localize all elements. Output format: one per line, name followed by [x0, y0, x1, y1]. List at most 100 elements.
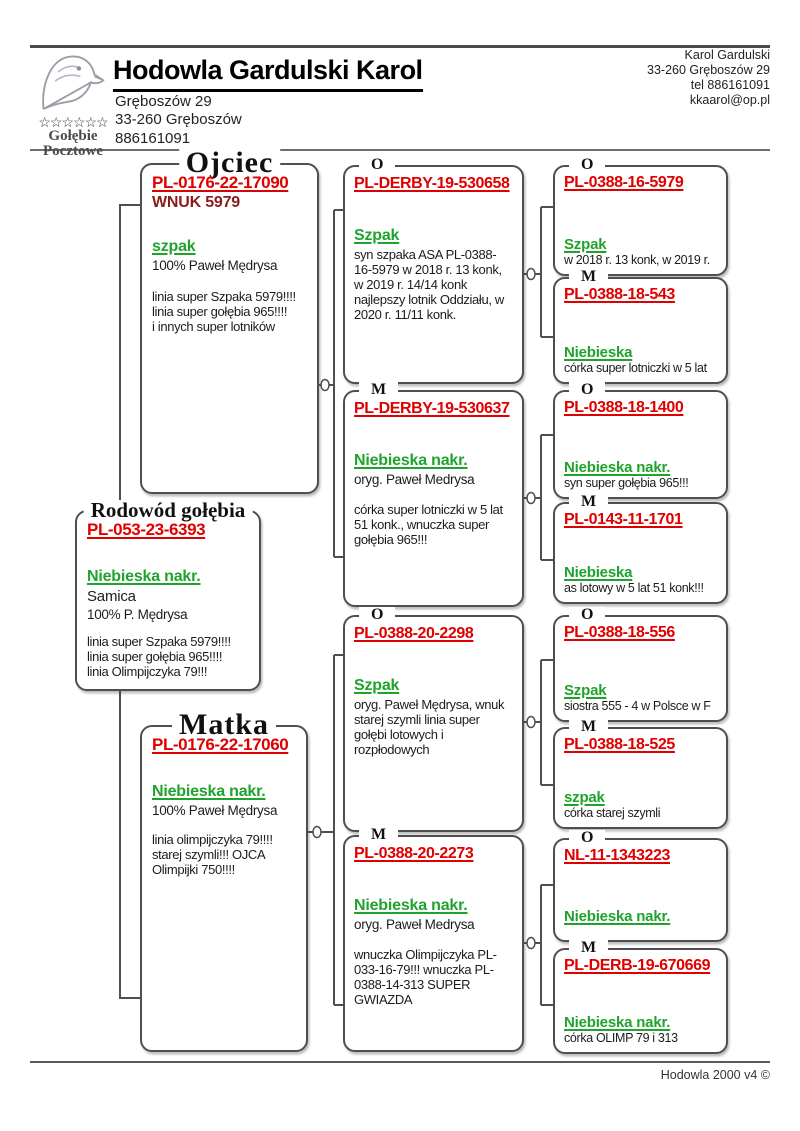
- contact-block: Karol Gardulski 33-260 Gręboszów 29 tel …: [647, 48, 770, 108]
- logo-name-line2: Pocztowe: [43, 143, 103, 159]
- ring-number[interactable]: PL-053-23-6393: [87, 520, 206, 539]
- box-great-grandparent-3: O PL-0388-18-1400 Niebieska nakr. syn su…: [553, 382, 728, 499]
- ring-number[interactable]: PL-0176-22-17090: [152, 173, 289, 192]
- color-name: Niebieska nakr.: [564, 1013, 671, 1031]
- contact-phone: tel 886161091: [690, 78, 770, 92]
- breeder-address: Gręboszów 29 33-260 Gręboszów 886161091: [115, 93, 242, 148]
- owner-line: 100% Paweł Mędrysa: [152, 803, 278, 818]
- ring-number[interactable]: PL-0388-18-556: [564, 624, 675, 641]
- box-grandmother-paternal: M PL-DERBY-19-530637 Niebieska nakr. ory…: [343, 382, 524, 607]
- description: linia super Szpaka 5979!!!! linia super …: [87, 634, 231, 680]
- bird-name: WNUK 5979: [152, 194, 241, 211]
- sex-tag: O: [569, 382, 606, 398]
- ring-number[interactable]: PL-0388-18-525: [564, 736, 675, 753]
- sex-tag: M: [359, 827, 399, 843]
- ring-number[interactable]: PL-0388-20-2273: [354, 845, 474, 862]
- address-line: 886161091: [115, 129, 191, 147]
- color-name: Niebieska: [564, 563, 633, 581]
- logo-stars: ☆☆☆☆☆☆: [38, 114, 108, 130]
- sex-tag: O: [359, 157, 396, 173]
- box-title-main: Rodowód gołębia: [83, 500, 253, 521]
- footer-rule: [30, 1061, 770, 1063]
- sex-tag: O: [569, 157, 606, 173]
- description: linia super Szpaka 5979!!!! linia super …: [152, 289, 296, 335]
- box-title-mother: Matka: [172, 710, 276, 740]
- address-line: Gręboszów 29: [115, 93, 212, 110]
- color-name: szpak: [152, 238, 196, 255]
- description: linia olimpijczyka 79!!!! starej szymli!…: [152, 832, 273, 878]
- page-title: Hodowla Gardulski Karol: [113, 55, 423, 92]
- box-great-grandparent-7: O NL-11-1343223 Niebieska nakr.: [553, 830, 728, 942]
- owner-line: oryg. Paweł Medrysa: [354, 472, 475, 487]
- ring-number[interactable]: PL-0388-18-1400: [564, 399, 684, 416]
- color-name: szpak: [564, 788, 605, 806]
- ring-number[interactable]: NL-11-1343223: [564, 847, 670, 864]
- sex-label: Samica: [87, 588, 136, 605]
- ring-number[interactable]: PL-DERBY-19-530658: [354, 175, 510, 192]
- ring-number[interactable]: PL-0388-20-2298: [354, 625, 474, 642]
- color-name: Szpak: [564, 235, 607, 253]
- color-name: Niebieska nakr.: [354, 452, 468, 469]
- color-name: Niebieska: [564, 343, 633, 361]
- description: córka super lotniczki w 5 lat 51 konk., …: [354, 502, 503, 548]
- color-name: Niebieska nakr.: [354, 897, 468, 914]
- color-name: Niebieska nakr.: [152, 783, 266, 800]
- sex-tag: M: [359, 382, 399, 398]
- contact-name: Karol Gardulski: [684, 48, 770, 62]
- color-name: Szpak: [354, 227, 400, 244]
- box-great-grandparent-4: M PL-0143-11-1701 Niebieska as lotowy w …: [553, 494, 728, 604]
- box-mother: Matka PL-0176-22-17060 Niebieska nakr. 1…: [140, 710, 308, 1052]
- box-great-grandparent-1: O PL-0388-16-5979 Szpak w 2018 r. 13 kon…: [553, 157, 728, 276]
- ring-number[interactable]: PL-0388-18-543: [564, 286, 675, 303]
- box-main-bird: Rodowód gołębia PL-053-23-6393 Niebieska…: [75, 500, 261, 691]
- ring-number[interactable]: PL-0176-22-17060: [152, 735, 289, 754]
- sex-tag: M: [569, 940, 609, 956]
- breeder-logo: ☆☆☆☆☆☆ Gołębie Pocztowe: [33, 50, 113, 159]
- description: córka super lotniczki w 5 lat: [564, 360, 707, 375]
- logo-name-line1: Gołębie: [48, 128, 98, 144]
- address-line: 33-260 Gręboszów: [115, 111, 242, 129]
- ring-number[interactable]: PL-DERB-19-670669: [564, 957, 711, 974]
- pigeon-head-icon: [36, 55, 110, 116]
- ring-number[interactable]: PL-DERBY-19-530637: [354, 400, 510, 417]
- contact-address: 33-260 Gręboszów 29: [647, 63, 770, 77]
- box-great-grandparent-6: M PL-0388-18-525 szpak córka starej szym…: [553, 719, 728, 829]
- description: w 2018 r. 13 konk, w 2019 r.: [564, 252, 710, 267]
- description: as lotowy w 5 lat 51 konk!!!: [564, 580, 704, 595]
- sex-tag: O: [569, 607, 606, 623]
- description: syn szpaka ASA PL-0388-16-5979 w 2018 r.…: [354, 247, 504, 323]
- description: córka starej szymli: [564, 805, 661, 820]
- header-bottom-rule: [30, 149, 770, 151]
- header-top-rule: [30, 45, 770, 48]
- box-great-grandparent-2: M PL-0388-18-543 Niebieska córka super l…: [553, 269, 728, 384]
- owner-line: 100% Paweł Mędrysa: [152, 258, 278, 273]
- box-great-grandparent-8: M PL-DERB-19-670669 Niebieska nakr. córk…: [553, 940, 728, 1054]
- color-name: Niebieska nakr.: [564, 908, 671, 925]
- ring-number[interactable]: PL-0143-11-1701: [564, 511, 683, 528]
- owner-line: 100% P. Mędrysa: [87, 607, 188, 622]
- box-grandfather-paternal: O PL-DERBY-19-530658 Szpak syn szpaka AS…: [343, 157, 524, 384]
- color-name: Szpak: [354, 677, 400, 694]
- contact-email[interactable]: kkaarol@op.pl: [689, 93, 770, 107]
- color-name: Niebieska nakr.: [564, 458, 671, 476]
- sex-tag: M: [569, 719, 609, 735]
- owner-line: oryg. Paweł Medrysa: [354, 917, 475, 932]
- box-father: Ojciec PL-0176-22-17090 WNUK 5979 szpak …: [140, 148, 319, 494]
- box-title-father: Ojciec: [178, 148, 281, 178]
- sex-tag: O: [569, 830, 606, 846]
- box-grandfather-maternal: O PL-0388-20-2298 Szpak oryg. Paweł Mędr…: [343, 607, 524, 832]
- color-name: Szpak: [564, 681, 607, 699]
- sex-tag: M: [569, 269, 609, 285]
- sex-tag: O: [359, 607, 396, 623]
- description: oryg. Paweł Mędrysa, wnuk starej szymli …: [354, 697, 505, 758]
- box-great-grandparent-5: O PL-0388-18-556 Szpak siostra 555 - 4 w…: [553, 607, 728, 722]
- sex-tag: M: [569, 494, 609, 510]
- color-name: Niebieska nakr.: [87, 568, 201, 585]
- software-credit: Hodowla 2000 v4 ©: [660, 1068, 770, 1082]
- ring-number[interactable]: PL-0388-16-5979: [564, 174, 684, 191]
- description: siostra 555 - 4 w Polsce w F: [564, 698, 711, 713]
- description: syn super gołębia 965!!!: [564, 475, 689, 490]
- box-grandmother-maternal: M PL-0388-20-2273 Niebieska nakr. oryg. …: [343, 827, 524, 1052]
